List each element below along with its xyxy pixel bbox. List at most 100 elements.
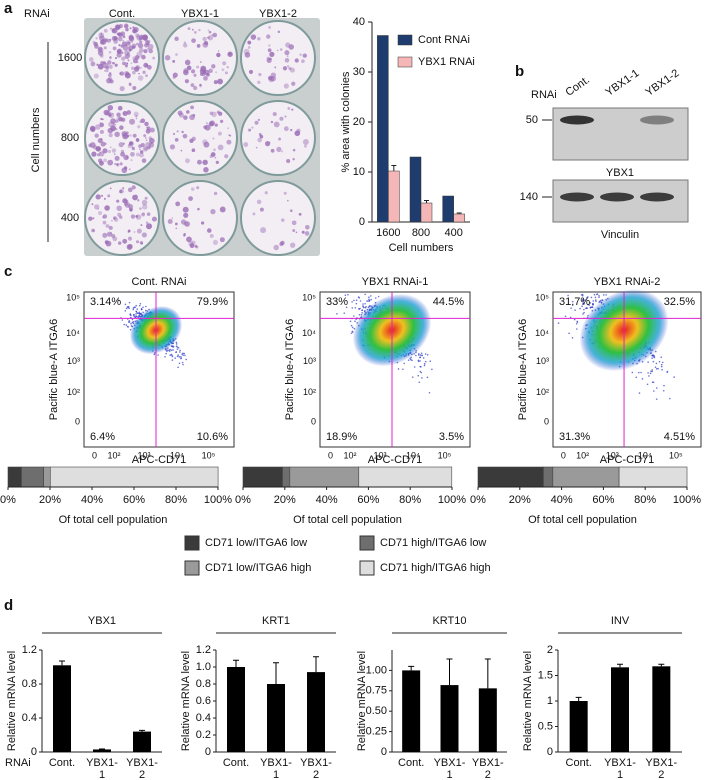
error-bar: [484, 658, 491, 689]
event-dot: [363, 306, 365, 309]
colony: [108, 51, 112, 54]
event-dot: [673, 376, 675, 378]
colony: [183, 69, 189, 76]
colony: [266, 56, 271, 61]
event-dot: [423, 364, 426, 367]
event-dot: [581, 293, 584, 296]
event-dot: [419, 356, 422, 359]
colony: [209, 233, 214, 238]
x-axis-label: Of total cell population: [293, 514, 402, 526]
y-tick-label: 10⁴: [302, 328, 316, 338]
colony: [145, 74, 148, 78]
colony: [272, 111, 277, 117]
colony: [109, 27, 113, 30]
y-tick-label: 1.5: [538, 669, 553, 681]
legend-swatch: [184, 560, 200, 576]
colony: [141, 212, 146, 216]
event-dot: [142, 306, 144, 309]
colony: [264, 191, 268, 195]
event-dot: [655, 398, 658, 400]
colony: [143, 49, 148, 54]
event-dot: [638, 392, 641, 394]
x-tick-label: 1: [99, 769, 105, 780]
colony: [203, 40, 209, 46]
x-tick-label: YBX1-: [86, 757, 118, 769]
colony: [186, 110, 190, 114]
colony: [94, 133, 99, 138]
colony: [214, 123, 218, 127]
x-tick-label: YBX1-: [260, 757, 292, 769]
colony: [169, 144, 176, 150]
colony: [171, 217, 174, 219]
row-label: 800: [61, 132, 79, 144]
colony: [212, 137, 215, 140]
colony: [108, 72, 112, 75]
x-tick-label: 10³: [137, 450, 150, 460]
colony: [214, 156, 217, 159]
event-dot: [635, 376, 638, 379]
event-dot: [130, 314, 132, 317]
y-tick-label: 0.6: [196, 695, 211, 707]
colony: [211, 64, 216, 69]
colony: [302, 53, 307, 58]
colony: [105, 240, 112, 247]
legend-label: CD71 low/ITGA6 high: [205, 562, 311, 574]
event-dot: [129, 313, 132, 315]
colony: [188, 196, 193, 201]
colony: [95, 194, 101, 200]
blot-band: [600, 192, 634, 202]
blot-band: [560, 115, 594, 125]
event-dot: [420, 371, 423, 374]
colony: [289, 242, 296, 248]
bar: [53, 665, 71, 752]
colony: [95, 146, 102, 152]
colony: [122, 238, 128, 244]
colony: [291, 220, 297, 226]
x-tick-label: Cont.: [223, 757, 249, 769]
colony: [129, 134, 132, 137]
x-tick-label: 10⁵: [202, 450, 216, 460]
event-dot: [557, 322, 560, 324]
colony: [186, 236, 192, 243]
event-dot: [358, 313, 361, 316]
colony: [94, 204, 100, 210]
colony: [141, 242, 144, 245]
y-tick-label: 0: [31, 746, 37, 758]
event-dot: [136, 308, 139, 310]
event-dot: [585, 307, 588, 309]
chart-title: INV: [611, 615, 630, 627]
error-bar: [139, 729, 145, 732]
plate: [162, 180, 238, 256]
colony: [107, 104, 114, 111]
event-dot: [409, 358, 412, 361]
colony: [288, 44, 295, 50]
x-axis-label: Of total cell population: [528, 514, 637, 526]
bar: [440, 685, 459, 752]
event-dot: [651, 369, 654, 371]
colony: [119, 189, 123, 194]
colony: [118, 142, 124, 148]
event-dot: [650, 370, 652, 373]
colony: [114, 131, 120, 138]
colony: [286, 65, 290, 68]
event-dot: [377, 295, 380, 298]
colony: [113, 39, 119, 44]
colony: [107, 60, 112, 65]
stacked-segment: [289, 466, 360, 488]
event-dot: [350, 324, 353, 327]
colony: [284, 50, 290, 56]
colony: [199, 61, 202, 64]
colony: [138, 47, 144, 53]
colony: [93, 41, 98, 47]
event-dot: [176, 346, 179, 348]
colony: [130, 66, 135, 71]
x-tick-label: 400: [444, 227, 462, 239]
event-dot: [581, 299, 584, 302]
stacked-segment: [477, 466, 544, 488]
colony: [211, 111, 217, 118]
colony: [125, 131, 129, 135]
plate: [240, 100, 316, 176]
colony: [109, 56, 112, 59]
colony: [219, 237, 225, 243]
y-tick-label: 10⁴: [535, 328, 549, 338]
